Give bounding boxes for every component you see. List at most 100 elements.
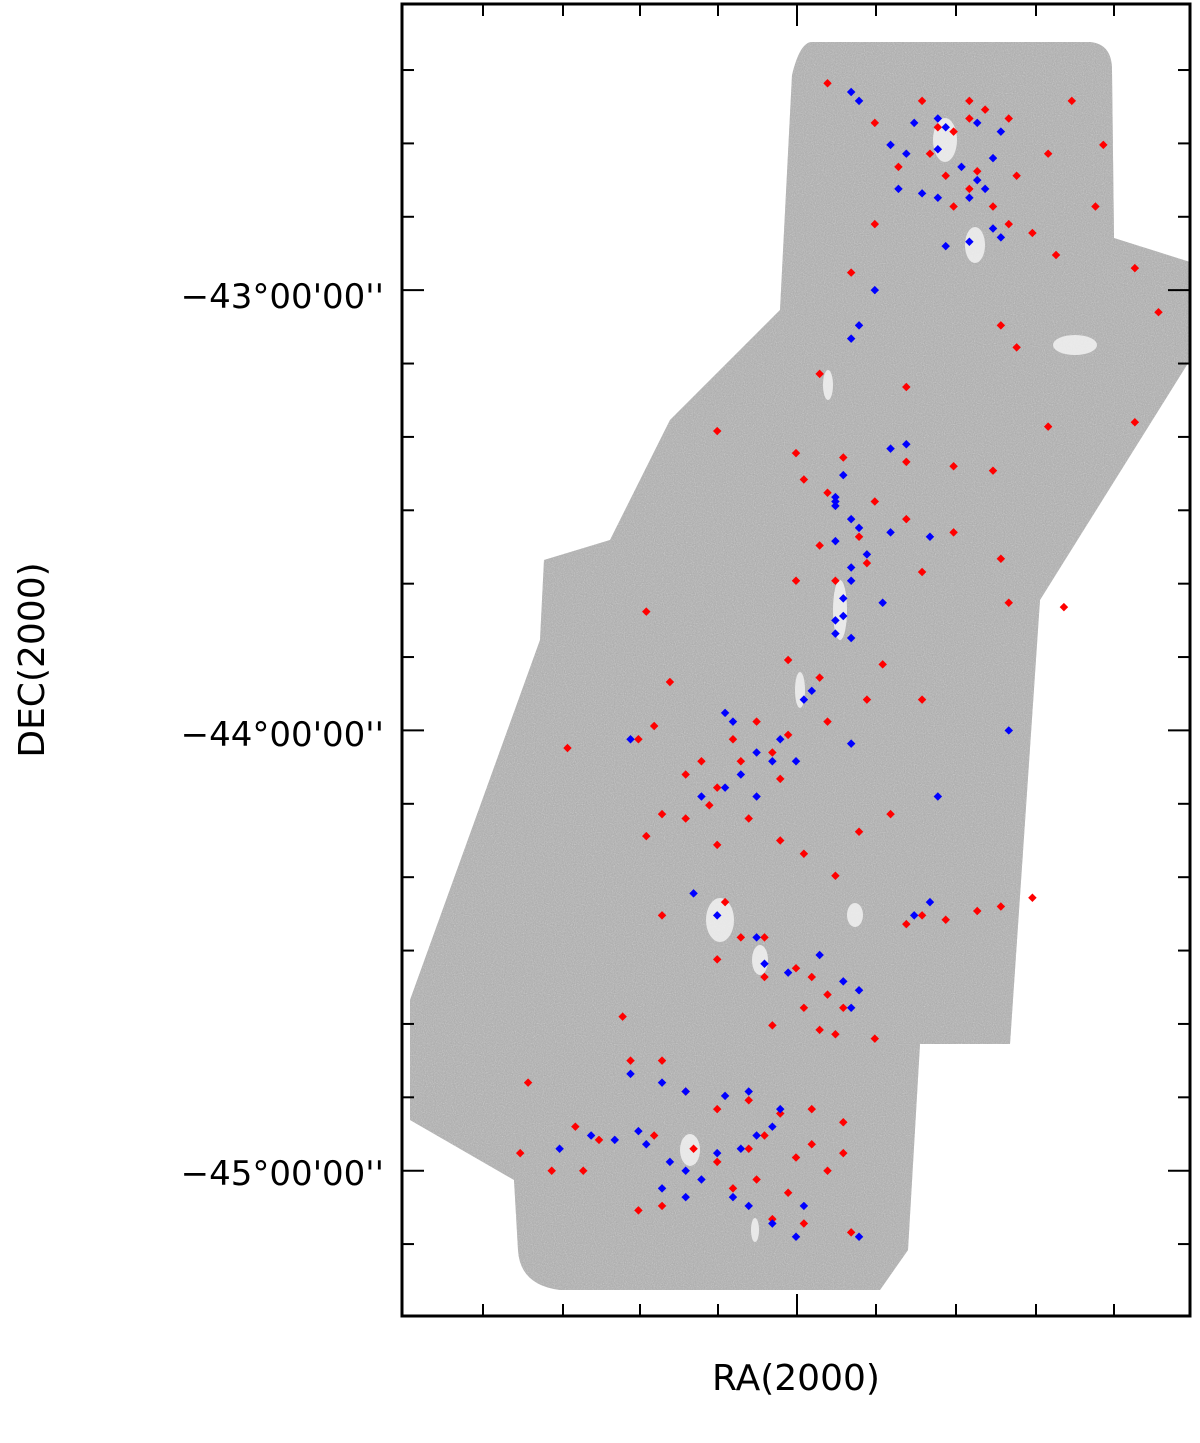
red-point bbox=[902, 457, 911, 467]
red-point bbox=[1012, 343, 1021, 352]
red-point bbox=[744, 1144, 753, 1153]
blue-point bbox=[854, 985, 864, 995]
red-point bbox=[744, 814, 753, 823]
blue-point bbox=[1004, 726, 1014, 735]
red-point bbox=[634, 735, 643, 744]
red-point bbox=[571, 1122, 580, 1131]
blue-point bbox=[799, 1201, 809, 1211]
y-axis-label: DEC(2000) bbox=[12, 562, 53, 757]
blue-point bbox=[831, 629, 840, 638]
red-point bbox=[823, 1166, 832, 1175]
red-point bbox=[768, 1021, 777, 1030]
red-point bbox=[878, 660, 887, 669]
red-point bbox=[728, 1184, 738, 1193]
blue-point bbox=[862, 550, 872, 559]
red-point bbox=[712, 840, 722, 850]
red-point bbox=[712, 955, 722, 964]
red-point bbox=[657, 1056, 667, 1065]
blue-point bbox=[831, 501, 840, 511]
red-point bbox=[854, 827, 864, 836]
axis-ticks bbox=[402, 4, 1190, 1316]
red-point bbox=[752, 717, 761, 726]
red-point bbox=[736, 933, 746, 942]
red-point bbox=[1130, 418, 1140, 427]
blue-point bbox=[681, 1192, 690, 1202]
red-point bbox=[649, 721, 659, 731]
blue-point bbox=[783, 968, 793, 977]
red-point bbox=[815, 673, 824, 682]
blue-point bbox=[752, 933, 761, 942]
red-point bbox=[917, 567, 927, 577]
blue-point bbox=[775, 735, 785, 744]
blue-point bbox=[846, 633, 856, 643]
survey-footprint-texture bbox=[410, 42, 1190, 1290]
red-point bbox=[807, 972, 817, 982]
red-point bbox=[902, 919, 911, 929]
red-point bbox=[799, 1219, 809, 1228]
red-point bbox=[870, 497, 880, 506]
red-point bbox=[626, 1056, 635, 1065]
blue-point bbox=[831, 497, 840, 506]
red-point bbox=[823, 990, 832, 999]
blue-point bbox=[870, 285, 880, 295]
red-point bbox=[996, 902, 1006, 911]
red-point bbox=[728, 735, 738, 744]
red-point bbox=[744, 1096, 753, 1105]
red-point bbox=[657, 911, 667, 920]
blue-point bbox=[846, 334, 856, 343]
blue-point bbox=[720, 708, 730, 718]
red-point bbox=[594, 1135, 604, 1145]
blue-point bbox=[846, 514, 856, 524]
blue-point bbox=[839, 470, 848, 480]
red-point bbox=[547, 1166, 556, 1175]
red-point bbox=[839, 453, 848, 462]
blue-point bbox=[720, 1091, 730, 1101]
blue-point bbox=[744, 1087, 753, 1096]
red-point bbox=[689, 1144, 698, 1153]
blue-point bbox=[689, 889, 698, 898]
red-point bbox=[846, 1228, 856, 1237]
red-point bbox=[649, 1131, 659, 1140]
blue-point bbox=[555, 1144, 564, 1153]
blue-point bbox=[854, 523, 864, 533]
blue-point bbox=[831, 492, 840, 502]
blue-point bbox=[768, 1122, 777, 1131]
red-point bbox=[941, 915, 950, 925]
blue-point bbox=[760, 959, 769, 969]
blue-point bbox=[846, 563, 856, 572]
blue-point bbox=[642, 1140, 651, 1149]
blue-point bbox=[626, 1069, 635, 1079]
red-point bbox=[736, 757, 746, 766]
blue-point bbox=[831, 536, 840, 546]
red-point bbox=[775, 1109, 785, 1118]
blue-point bbox=[815, 950, 824, 960]
red-point bbox=[862, 695, 872, 704]
blue-point bbox=[736, 770, 746, 779]
red-point bbox=[996, 554, 1006, 563]
red-point bbox=[783, 1188, 793, 1197]
red-point bbox=[815, 369, 824, 379]
blue-point bbox=[657, 1184, 667, 1193]
red-point bbox=[775, 836, 785, 845]
red-point bbox=[578, 1166, 588, 1175]
blue-point bbox=[925, 532, 935, 541]
red-point bbox=[831, 576, 840, 585]
red-point bbox=[775, 774, 785, 784]
blue-point bbox=[886, 528, 895, 537]
blue-point bbox=[681, 1087, 690, 1096]
blue-point bbox=[697, 1175, 706, 1184]
blue-point bbox=[791, 1232, 801, 1241]
blue-point bbox=[752, 792, 761, 801]
red-point bbox=[807, 1140, 817, 1149]
red-point bbox=[902, 514, 911, 524]
blue-point bbox=[768, 1219, 777, 1228]
y-tick-label: −43°00'00'' bbox=[181, 277, 384, 317]
blue-point bbox=[839, 611, 848, 621]
blue-point bbox=[839, 977, 848, 986]
scatter-points bbox=[515, 79, 1163, 1241]
blue-point bbox=[886, 444, 895, 453]
blue-point bbox=[831, 616, 840, 625]
blue-point bbox=[878, 598, 887, 608]
red-point bbox=[563, 743, 572, 753]
red-point bbox=[783, 730, 793, 740]
